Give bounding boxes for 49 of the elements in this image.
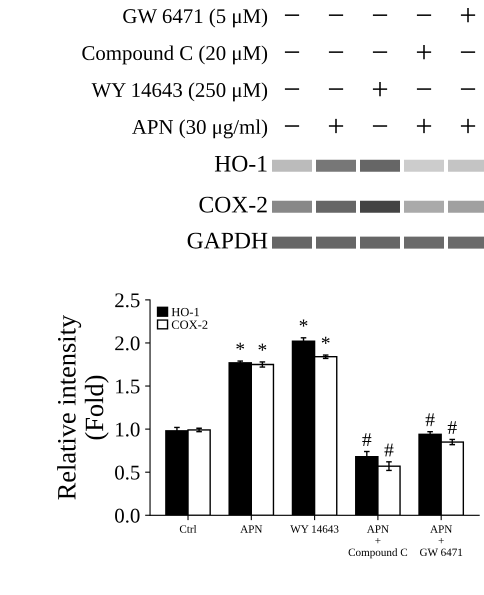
y-tick-label: 2.5 [115,293,140,308]
text: − [284,125,300,127]
y-tick-label: 0.5 [115,466,140,480]
annotation: # [384,444,394,456]
text: HO-1 [214,156,267,172]
x-tick-label: APN + Compound C [348,525,408,558]
annotation: * [236,342,244,350]
annotation: # [362,433,372,446]
text: + [460,8,476,22]
legend-label: HO-1 [172,308,200,316]
x-tick-label: APN [240,525,262,533]
text: + [372,82,388,96]
text: − [416,88,432,90]
text: − [284,88,300,90]
text: GAPDH [188,232,268,249]
text: − [328,88,344,90]
text: + [328,118,344,134]
text: APN (30 μg/ml) [132,119,268,138]
text: − [372,14,388,16]
annotation: * [258,344,266,351]
annotation: * [322,336,330,344]
annotation: # [448,421,457,434]
y-tick-label: 0.0 [115,508,140,523]
legend-label: COX-2 [172,320,208,329]
y-tick-label: 1.0 [116,422,140,437]
x-tick-label: APN + GW 6471 [420,525,462,556]
text: − [284,51,300,53]
text: COX-2 [199,196,267,213]
text: − [284,14,300,16]
text: WY 14643 (250 μM) [92,82,268,102]
text: − [328,14,344,16]
text: − [372,125,388,127]
text: + [416,118,432,134]
text: + [460,118,476,134]
x-tick-label: Ctrl [180,524,196,533]
y-axis-title: Relative intensity (Fold) [57,314,109,500]
text: − [372,51,388,53]
text: Compound C (20 μM) [82,45,268,64]
annotation: * [300,320,308,327]
text: − [328,51,344,53]
x-tick-label: WY 14643 [290,525,338,533]
annotation: # [426,413,435,426]
text: − [416,14,432,16]
text: GW 6471 (5 μM) [123,8,268,28]
text: + [416,45,432,60]
text: − [460,51,476,53]
y-tick-label: 2.0 [115,336,140,350]
y-tick-label: 1.5 [116,380,140,394]
text: − [460,88,476,90]
